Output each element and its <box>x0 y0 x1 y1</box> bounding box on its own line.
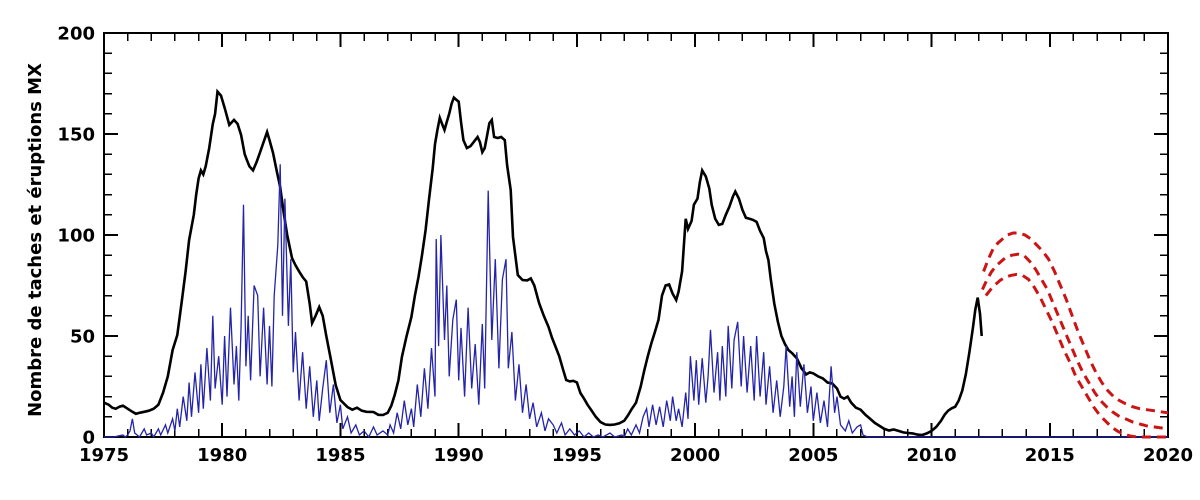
mx-flares-line <box>104 164 1168 439</box>
y-axis-title: Nombre de taches et éruptions MX <box>25 63 46 417</box>
prediction-upper-line <box>982 231 1169 415</box>
x-tick-label: 2005 <box>788 445 838 466</box>
x-tick-label: 2015 <box>1025 445 1075 466</box>
y-tick-label: 0 <box>82 428 95 449</box>
y-tick-label: 50 <box>70 327 95 348</box>
y-tick-label: 200 <box>57 24 95 45</box>
prediction-lower-line <box>984 272 1168 439</box>
prediction-middle-line <box>981 252 1169 431</box>
smoothed-sunspot-line <box>103 88 983 437</box>
y-tick-label: 150 <box>57 125 95 146</box>
data-series <box>103 88 1169 439</box>
x-tick-label: 2010 <box>907 445 957 466</box>
x-tick-label: 2020 <box>1143 445 1193 466</box>
x-tick-label: 1995 <box>552 445 602 466</box>
x-tick-label: 1985 <box>315 445 365 466</box>
x-tick-label: 2000 <box>670 445 720 466</box>
axis-tick-labels: 1975 1980 1985 1990 1995 2000 2005 2010 2015 2020… <box>57 24 1193 467</box>
x-tick-label: 1975 <box>79 445 129 466</box>
x-tick-label: 1990 <box>434 445 484 466</box>
x-tick-label: 1980 <box>197 445 247 466</box>
y-tick-label: 100 <box>57 226 95 247</box>
